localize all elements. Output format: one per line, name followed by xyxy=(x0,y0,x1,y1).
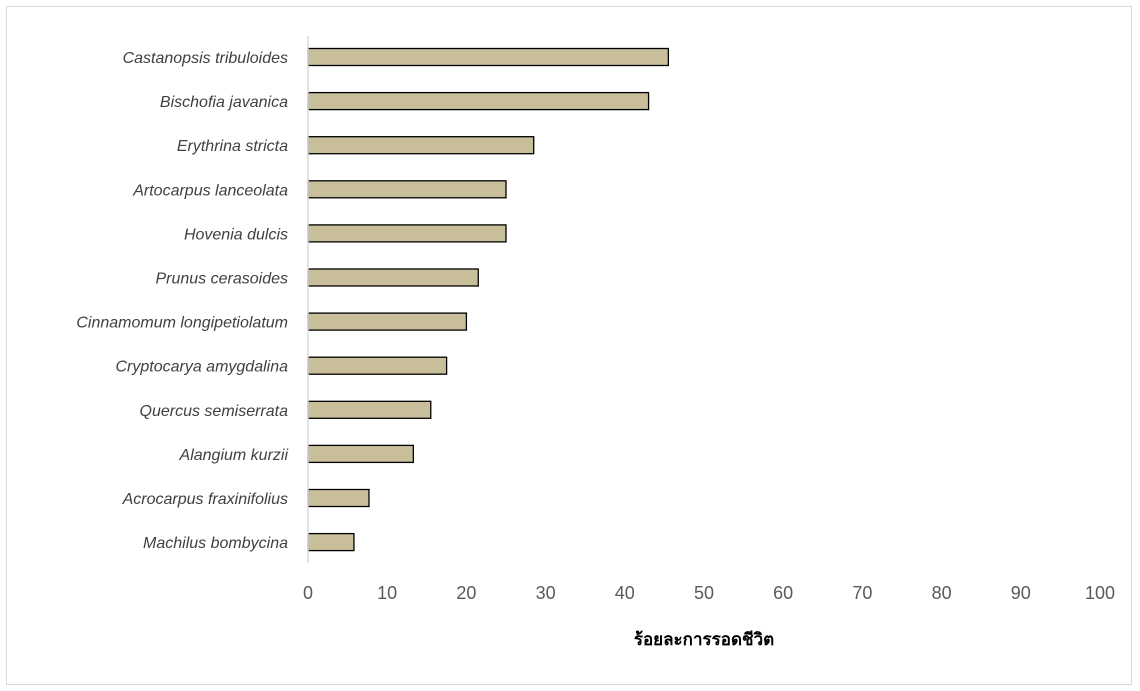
category-labels: Castanopsis tribuloides Bischofia javanic… xyxy=(76,50,288,552)
bar xyxy=(307,488,370,508)
bar xyxy=(307,224,507,243)
bar xyxy=(307,136,535,155)
x-axis-title: ร้อยละการรอดชีวิต xyxy=(634,629,774,650)
category-label: Bischofia javanica xyxy=(160,94,288,111)
category-label: Cinnamomum longipetiolatum xyxy=(76,315,288,332)
bars-layer xyxy=(307,47,670,552)
category-label: Prunus cerasoides xyxy=(155,271,288,288)
category-label: Acrocarpus fraxinifolius xyxy=(122,491,288,508)
x-tick-label: 20 xyxy=(456,583,476,603)
x-tick-label: 0 xyxy=(303,583,313,603)
x-tick-label: 40 xyxy=(615,583,635,603)
x-tick-label: 10 xyxy=(377,583,397,603)
x-tick-labels: 0 10 20 30 40 50 60 70 80 90 100 xyxy=(303,583,1115,603)
bar xyxy=(307,400,432,419)
category-label: Machilus bombycina xyxy=(143,535,288,552)
category-label: Quercus semiserrata xyxy=(140,403,289,420)
bar xyxy=(307,356,448,375)
bar xyxy=(307,444,414,464)
bar xyxy=(307,268,479,287)
x-tick-label: 70 xyxy=(852,583,872,603)
category-label: Alangium kurzii xyxy=(179,447,289,464)
bar xyxy=(307,180,507,199)
bar xyxy=(307,532,355,552)
bar xyxy=(307,47,670,67)
x-tick-label: 60 xyxy=(773,583,793,603)
category-label: Castanopsis tribuloides xyxy=(123,50,288,67)
bar xyxy=(307,91,650,111)
chart-frame xyxy=(6,6,1132,685)
x-tick-label: 30 xyxy=(536,583,556,603)
x-tick-label: 100 xyxy=(1085,583,1115,603)
category-label: Erythrina stricta xyxy=(177,138,288,155)
x-tick-label: 90 xyxy=(1011,583,1031,603)
category-label: Cryptocarya amygdalina xyxy=(115,359,288,376)
category-label: Hovenia dulcis xyxy=(184,226,288,243)
x-tick-label: 80 xyxy=(932,583,952,603)
bar xyxy=(307,312,468,331)
category-label: Artocarpus lanceolata xyxy=(132,182,288,199)
x-tick-label: 50 xyxy=(694,583,714,603)
